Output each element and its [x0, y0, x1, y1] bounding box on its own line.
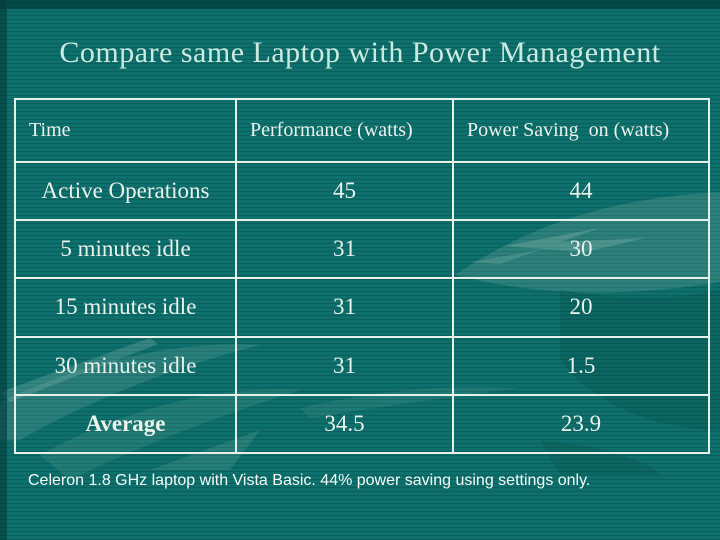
- row-label-cell: 5 minutes idle: [14, 219, 237, 280]
- table-row-average: Average 34.5 23.9: [14, 393, 710, 455]
- row-label-cell: 30 minutes idle: [14, 335, 237, 396]
- table-row: 5 minutes idle 31 30: [14, 219, 710, 280]
- performance-value-cell: 31: [235, 219, 454, 280]
- performance-value-cell: 31: [235, 277, 454, 338]
- power-saving-value-cell: 44: [452, 160, 710, 222]
- slide-caption: Celeron 1.8 GHz laptop with Vista Basic.…: [28, 472, 591, 489]
- table-header-row: Time Performance (watts) Power Saving on…: [14, 98, 710, 163]
- header-cell-performance: Performance (watts): [235, 98, 454, 163]
- row-label-cell: Average: [14, 393, 237, 455]
- header-cell-time: Time: [14, 98, 237, 163]
- row-label-cell: Active Operations: [14, 160, 237, 222]
- table-row: 15 minutes idle 31 20: [14, 277, 710, 338]
- performance-value-cell: 31: [235, 335, 454, 396]
- power-saving-value-cell: 1.5: [452, 335, 710, 396]
- table-row: Active Operations 45 44: [14, 160, 710, 222]
- table-row: 30 minutes idle 31 1.5: [14, 335, 710, 396]
- power-saving-value-cell: 20: [452, 277, 710, 338]
- power-comparison-table: Time Performance (watts) Power Saving on…: [14, 98, 710, 455]
- power-saving-value-cell: 23.9: [452, 393, 710, 455]
- performance-value-cell: 45: [235, 160, 454, 222]
- header-cell-power-saving: Power Saving on (watts): [452, 98, 710, 163]
- performance-value-cell: 34.5: [235, 393, 454, 455]
- slide-left-edge-shade: [0, 0, 7, 540]
- power-saving-value-cell: 30: [452, 219, 710, 280]
- slide-top-edge-shade: [0, 0, 720, 9]
- slide-title: Compare same Laptop with Power Managemen…: [59, 36, 661, 69]
- row-label-cell: 15 minutes idle: [14, 277, 237, 338]
